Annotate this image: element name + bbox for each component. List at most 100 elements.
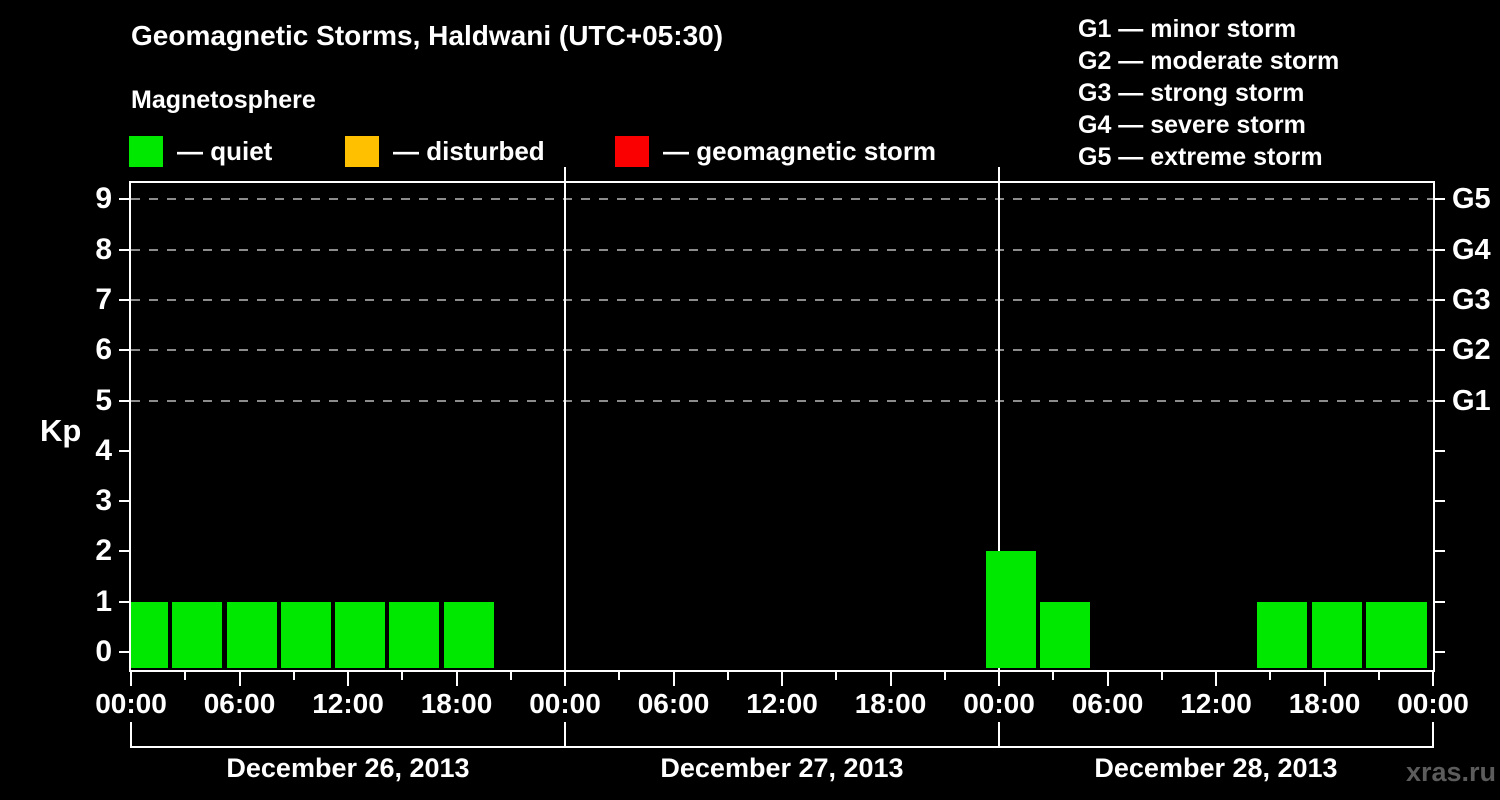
- kp-gridline: [131, 248, 1433, 251]
- kp-bar: [335, 602, 385, 668]
- kp-bar: [172, 602, 222, 668]
- time-tick-label: 06:00: [203, 688, 276, 719]
- time-tick-label: 18:00: [854, 688, 927, 719]
- watermark-xras: xras.ru: [1405, 757, 1496, 787]
- kp-bar: [131, 602, 168, 668]
- disturbed-color-swatch: [345, 136, 379, 167]
- kp-gridline: [131, 399, 1433, 402]
- time-tick-label: 00:00: [963, 688, 1035, 719]
- time-tick-label: 06:00: [637, 688, 710, 719]
- kp-tick-label: 0: [95, 635, 112, 668]
- kp-tick-label: 7: [95, 282, 112, 316]
- date-bracket-line: [130, 746, 1434, 748]
- kp-bar: [1040, 602, 1090, 668]
- time-tick: [943, 672, 946, 680]
- kp-axis-tick: [119, 550, 131, 553]
- time-tick: [347, 672, 349, 686]
- kp-axis-tick: [119, 298, 131, 301]
- date-label: December 27, 2013: [660, 753, 904, 783]
- time-tick: [1432, 672, 1434, 686]
- g-axis-tick: [1433, 298, 1445, 301]
- kp-tick-label: 5: [95, 383, 112, 417]
- g-tick-label: G1: [1452, 384, 1491, 417]
- date-label: December 26, 2013: [226, 753, 470, 783]
- kp-gridline: [131, 198, 1433, 201]
- day-bracket-tick: [998, 722, 1000, 748]
- time-tick-label: 12:00: [1180, 688, 1252, 719]
- time-tick: [618, 672, 621, 680]
- kp-bar: [1416, 602, 1427, 668]
- day-bracket-tick: [564, 722, 566, 748]
- time-tick: [509, 672, 512, 680]
- g-tick-label: G2: [1452, 334, 1491, 367]
- kp-bar: [389, 602, 439, 668]
- day-bracket-tick: [1432, 722, 1434, 748]
- kp-bar: [1366, 602, 1416, 668]
- time-tick-label: 12:00: [746, 688, 818, 719]
- kp-bar: [986, 551, 1036, 668]
- time-tick: [781, 672, 783, 686]
- day-bracket-tick: [130, 722, 132, 748]
- time-tick: [564, 672, 566, 686]
- g-axis-tick: [1433, 600, 1445, 603]
- time-tick: [835, 672, 838, 680]
- day-separator: [564, 167, 566, 670]
- time-tick: [130, 672, 132, 686]
- g-scale-line-g3: G3 — strong storm: [1078, 79, 1305, 107]
- g-axis-tick: [1433, 651, 1445, 653]
- time-tick: [401, 672, 404, 680]
- time-tick: [889, 672, 892, 686]
- g-scale-line-g1: G1 — minor storm: [1078, 15, 1297, 43]
- kp-tick-label: 6: [95, 333, 112, 367]
- quiet-color-swatch: [129, 136, 163, 167]
- time-tick: [1106, 672, 1109, 686]
- time-tick: [184, 672, 187, 680]
- kp-gridline: [131, 349, 1433, 352]
- kp-axis-tick: [119, 248, 131, 251]
- kp-axis-tick: [119, 600, 131, 603]
- g-tick-label: G4: [1452, 233, 1491, 266]
- legend-item-quiet: — quiet: [129, 136, 272, 167]
- kp-axis-tick: [119, 198, 131, 201]
- kp-tick-label: 8: [95, 232, 112, 266]
- time-tick: [1323, 672, 1326, 686]
- time-tick-label: 00:00: [529, 688, 601, 719]
- kp-tick-label: 3: [95, 484, 112, 518]
- time-tick-label: 00:00: [1397, 688, 1469, 719]
- g-axis-tick: [1433, 500, 1445, 503]
- g-tick-label: G5: [1452, 183, 1491, 216]
- kp-gridline: [131, 298, 1433, 301]
- plot-gridlines-layer: [131, 167, 1433, 670]
- kp-bar: [1312, 602, 1362, 668]
- storm-color-swatch: [615, 136, 649, 167]
- g-axis-tick: [1433, 198, 1445, 201]
- time-tick: [672, 672, 675, 686]
- g-axis-tick: [1433, 399, 1445, 402]
- kp-axis-tick: [119, 449, 131, 452]
- g-tick-label: G3: [1452, 283, 1491, 316]
- g-axis-tick: [1433, 449, 1445, 452]
- day-separator: [998, 167, 1000, 670]
- kp-bar: [444, 602, 494, 668]
- g-axis-tick: [1433, 550, 1445, 553]
- kp-bars-layer: [131, 183, 1433, 670]
- chart-subtitle: Magnetosphere: [131, 86, 316, 114]
- kp-bar: [281, 602, 331, 668]
- time-tick-label: 18:00: [1288, 688, 1361, 719]
- kp-axis-tick: [119, 651, 131, 653]
- time-tick: [292, 672, 295, 680]
- kp-axis-title: Kp: [40, 413, 82, 448]
- time-tick-label: 18:00: [420, 688, 493, 719]
- date-label: December 28, 2013: [1094, 753, 1338, 783]
- g-scale-legend: G1 — minor storm G2 — moderate storm G3 …: [1078, 13, 1339, 173]
- legend-item-disturbed: — disturbed: [345, 136, 545, 167]
- kp-tick-label: 4: [95, 433, 112, 467]
- kp-tick-label: 2: [95, 534, 112, 568]
- kp-axis-tick: [119, 349, 131, 352]
- kp-tick-label: 1: [95, 584, 112, 618]
- plot-area: [129, 167, 1435, 672]
- chart-title: Geomagnetic Storms, Haldwani (UTC+05:30): [131, 20, 724, 51]
- legend-item-storm: — geomagnetic storm: [615, 136, 936, 167]
